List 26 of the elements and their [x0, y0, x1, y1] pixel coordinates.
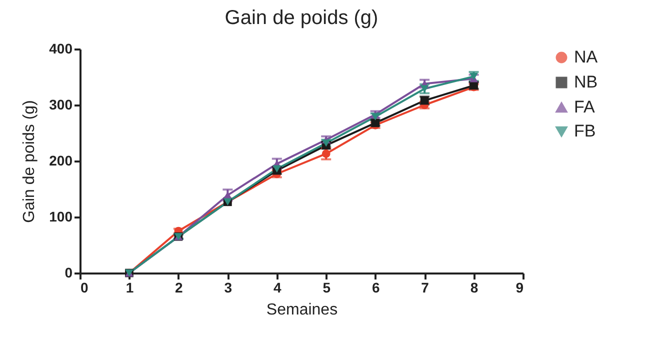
y-tick-label: 100: [49, 208, 73, 224]
point: [223, 192, 232, 199]
x-tick-label: 9: [516, 280, 524, 296]
y-tick-label: 200: [49, 152, 73, 168]
x-tick-label: 5: [322, 280, 331, 296]
x-tick-label: 0: [80, 280, 88, 296]
legend-label: NA: [574, 48, 598, 66]
point: [272, 165, 282, 172]
y-axis-title: Gain de poids (g): [21, 100, 38, 223]
x-tick-label: 7: [421, 280, 430, 296]
chart-title: Gain de poids (g): [224, 7, 378, 29]
point: [322, 150, 330, 158]
y-tick-label: 400: [49, 40, 73, 56]
legend-label: NB: [574, 72, 598, 92]
y-tick-label: 300: [49, 96, 73, 112]
x-tick-label: 3: [224, 280, 232, 296]
y-tick-label: 0: [64, 264, 73, 280]
legend-label: FA: [574, 98, 596, 116]
x-tick-label: 4: [273, 280, 282, 296]
point: [470, 72, 478, 80]
x-tick-label: 1: [126, 280, 134, 296]
x-axis-title: Semaines: [266, 302, 338, 318]
x-tick-label: 6: [372, 280, 380, 296]
x-tick-label: 8: [470, 280, 478, 296]
x-tick-label: 2: [175, 280, 184, 296]
legend-label: FB: [574, 122, 596, 140]
